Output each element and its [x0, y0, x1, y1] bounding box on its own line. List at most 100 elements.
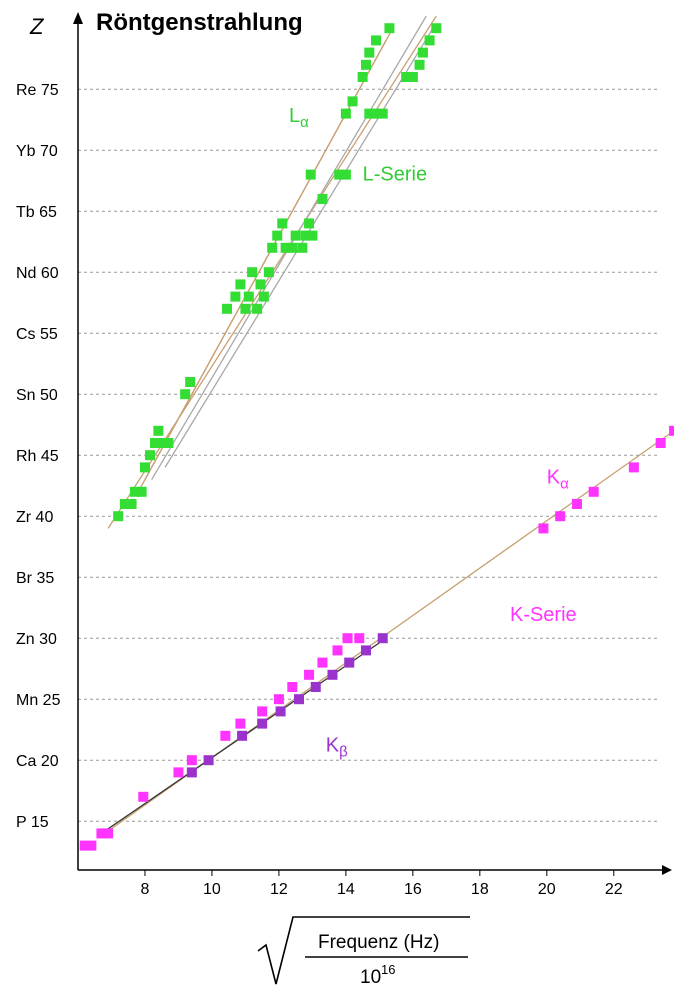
point-1-10 [273, 694, 284, 705]
x-tick-label-10: 10 [203, 881, 221, 898]
point-1-16 [354, 633, 365, 644]
x-tick-label-16: 16 [404, 881, 422, 898]
point-2-9 [360, 645, 371, 656]
point-0-3 [129, 486, 140, 497]
point-0-52 [431, 23, 442, 34]
point-1-18 [555, 511, 566, 522]
point-0-41 [377, 108, 388, 119]
point-2-8 [344, 657, 355, 668]
point-2-0 [186, 767, 197, 778]
point-0-25 [277, 218, 288, 229]
point-1-11 [287, 682, 298, 692]
y-tick-label-60: Nd 60 [16, 265, 59, 282]
point-0-20 [255, 279, 266, 290]
point-2-10 [377, 633, 388, 644]
chart-title: Röntgenstrahlung [96, 9, 303, 36]
x-tick-label-22: 22 [605, 881, 623, 898]
x-axis-label-denominator-base: 10 [360, 967, 381, 988]
point-0-2 [126, 499, 137, 509]
annotation-2: Kα [547, 466, 569, 492]
point-2-4 [275, 706, 286, 717]
point-1-23 [669, 425, 674, 436]
point-0-5 [139, 462, 150, 473]
point-2-6 [310, 682, 321, 692]
point-0-47 [401, 72, 412, 82]
point-0-13 [222, 303, 233, 314]
annotation-3: K-Serie [510, 604, 577, 626]
point-0-10 [163, 438, 174, 448]
point-0-8 [153, 425, 164, 436]
y-tick-label-40: Zr 40 [16, 509, 53, 526]
point-1-21 [628, 462, 639, 473]
point-2-5 [294, 694, 305, 705]
point-0-36 [340, 169, 351, 180]
annotation-0: Lα [289, 105, 309, 131]
point-0-15 [235, 279, 246, 290]
point-0-45 [371, 35, 382, 46]
x-tick-label-14: 14 [337, 881, 355, 898]
x-tick-label-20: 20 [538, 881, 556, 898]
point-0-11 [180, 389, 191, 400]
fit-line-0-3 [137, 40, 387, 493]
point-0-24 [272, 230, 283, 241]
point-1-20 [588, 486, 599, 497]
point-2-7 [327, 669, 338, 680]
y-axis-arrow [73, 12, 83, 24]
y-tick-label-65: Tb 65 [16, 204, 57, 221]
point-1-2 [96, 828, 107, 839]
point-0-19 [252, 303, 263, 314]
y-tick-label-35: Br 35 [16, 570, 54, 587]
x-tick-label-8: 8 [141, 881, 150, 898]
point-0-37 [340, 108, 351, 119]
point-1-7 [220, 730, 231, 741]
point-0-21 [258, 291, 269, 302]
point-0-44 [364, 47, 375, 58]
point-1-5 [173, 767, 184, 778]
point-1-0 [79, 840, 90, 851]
point-0-43 [360, 59, 371, 70]
y-tick-label-45: Rh 45 [16, 448, 59, 465]
point-0-51 [424, 35, 435, 46]
point-0-27 [287, 242, 298, 253]
point-1-14 [332, 645, 343, 656]
y-tick-label-50: Sn 50 [16, 387, 58, 404]
point-1-1 [86, 840, 97, 851]
annotations: Lα L-Serie Kα K-Serie Kβ [289, 105, 577, 761]
x-axis-label-denominator-exp: 16 [381, 962, 395, 977]
x-tick-label-18: 18 [471, 881, 489, 898]
point-0-7 [150, 438, 161, 448]
point-0-32 [307, 230, 318, 241]
y-tick-label-25: Mn 25 [16, 692, 61, 709]
point-0-31 [304, 218, 315, 229]
point-1-3 [103, 828, 114, 839]
y-tick-label-75: Re 75 [16, 82, 59, 99]
point-1-13 [317, 657, 328, 668]
point-0-49 [414, 59, 425, 70]
point-0-39 [364, 108, 375, 119]
point-0-9 [158, 438, 169, 448]
point-0-33 [305, 169, 316, 180]
point-0-12 [185, 377, 196, 387]
x-axis-label-numerator: Frequenz (Hz) [318, 932, 439, 953]
grid-lines [78, 88, 660, 822]
point-0-34 [317, 194, 328, 204]
point-1-22 [655, 438, 666, 448]
y-tick-label-55: Cs 55 [16, 326, 58, 343]
point-1-4 [138, 791, 149, 802]
point-2-1 [203, 755, 214, 766]
point-1-15 [342, 633, 353, 644]
point-0-26 [280, 242, 291, 253]
annotation-1: L-Serie [363, 164, 427, 186]
y-tick-label-70: Yb 70 [16, 143, 58, 160]
point-1-8 [235, 718, 246, 729]
annotation-4: Kβ [326, 735, 348, 761]
tick-labels: P 15 Ca 20 Mn 25 Zn 30 Br 35 Zr 40 Rh 45 Sn 50 C… [16, 82, 623, 898]
point-0-30 [300, 230, 311, 241]
point-1-12 [304, 669, 315, 680]
point-0-50 [417, 47, 428, 58]
axes [73, 12, 672, 876]
point-0-17 [243, 291, 254, 302]
point-2-3 [257, 718, 268, 729]
